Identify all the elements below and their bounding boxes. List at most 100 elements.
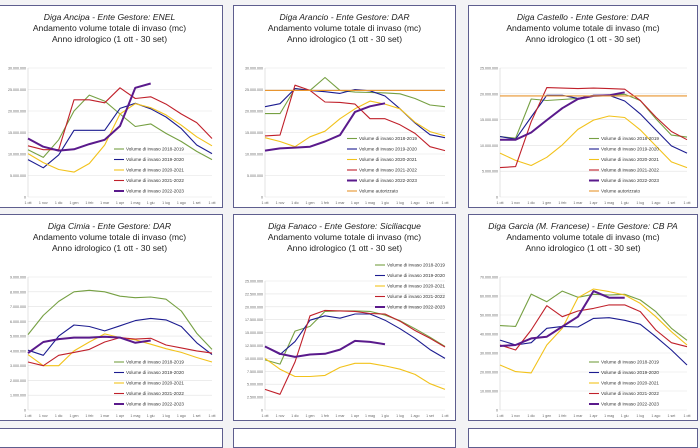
x-tick-label: 1 mag (130, 201, 140, 205)
x-tick-label: 1 set (426, 414, 434, 418)
y-tick-label: 2.500.000 (247, 396, 263, 400)
chart-title: Diga Ancipa - Ente Gestore: ENEL (43, 12, 176, 22)
y-tick-label: 25.000.000 (480, 67, 498, 71)
x-tick-label: 1 ott (442, 414, 449, 418)
x-tick-label: 1 nov (39, 414, 48, 418)
y-tick-label: 22.500.000 (245, 292, 263, 296)
y-tick-label: 4.000.000 (10, 349, 26, 353)
series-line (499, 87, 688, 169)
x-tick-label: 1 gen (306, 201, 315, 205)
x-tick-label: 1 dic (527, 201, 535, 205)
chart-titles: Diga Cimia - Ente Gestore: DAR Andamento… (0, 221, 222, 254)
legend-label: Volume di invaso 2021-2022 (601, 168, 659, 173)
x-tick-label: 1 mar (335, 201, 345, 205)
chart-titles: Diga Castello - Ente Gestore: DAR Andame… (469, 12, 697, 45)
x-tick-label: 1 dic (55, 201, 63, 205)
legend-label: Volume di invaso 2018-2019 (359, 136, 417, 141)
chart-panel-next-2 (233, 428, 456, 448)
series-line (27, 335, 151, 354)
chart-panel-cimia: Diga Cimia - Ente Gestore: DAR Andamento… (0, 214, 223, 421)
legend-label: Volume di invaso 2022-2023 (387, 305, 445, 310)
legend-label: Volume di invaso 2019-2020 (601, 147, 659, 152)
x-tick-label: 1 dic (291, 201, 299, 205)
x-tick-label: 1 feb (85, 201, 93, 205)
x-tick-label: 1 ott (497, 201, 504, 205)
y-tick-label: 30.000.000 (245, 67, 263, 71)
y-tick-label: 10.000.000 (245, 357, 263, 361)
legend-label: Volume di invaso 2022-2023 (601, 402, 659, 407)
x-tick-label: 1 set (193, 201, 201, 205)
x-tick-label: 1 dic (291, 414, 299, 418)
chart-subtitle: Andamento volume totale di invaso (mc) (267, 23, 422, 33)
chart-panel-castello: Diga Castello - Ente Gestore: DAR Andame… (468, 5, 698, 208)
legend-label: Volume di invaso 2019-2020 (126, 157, 184, 162)
legend-label: Volume di invaso 2022-2023 (601, 178, 659, 183)
y-tick-label: 25.000.000 (8, 88, 26, 92)
legend-label: Volume di invaso 2018-2019 (126, 360, 184, 365)
series-line (27, 82, 151, 152)
y-tick-label: 10.000.000 (480, 144, 498, 148)
series-line (27, 87, 213, 151)
x-tick-label: 1 mag (130, 414, 140, 418)
x-tick-label: 1 nov (276, 414, 285, 418)
y-tick-label: 5.000.000 (247, 383, 263, 387)
series-line (264, 84, 446, 152)
y-tick-label: 5.000.000 (10, 174, 26, 178)
x-tick-label: 1 lug (162, 414, 170, 418)
legend-label: Volume di invaso 2022-2023 (126, 402, 184, 407)
chart-panel-arancio: Diga Arancio - Ente Gestore: DAR Andamen… (233, 5, 456, 208)
chart-titles: Diga Ancipa - Ente Gestore: ENEL Andamen… (0, 12, 222, 45)
legend-label: Volume autorizzato (359, 189, 399, 194)
x-tick-label: 1 mar (100, 414, 110, 418)
chart-subtitle: Andamento volume totale di invaso (mc) (506, 23, 660, 33)
x-tick-label: 1 ott (442, 201, 449, 205)
legend-label: Volume di invaso 2020-2021 (601, 157, 659, 162)
legend-label: Volume di invaso 2018-2019 (387, 263, 445, 268)
chart-titles: Diga Fanaco - Ente Gestore: Siciliacque … (234, 221, 455, 254)
x-tick-label: 1 gen (542, 201, 551, 205)
series-line (499, 115, 688, 169)
y-tick-label: 1.000.000 (10, 394, 26, 398)
x-tick-label: 1 ago (177, 414, 186, 418)
x-tick-label: 1 nov (511, 414, 520, 418)
x-tick-label: 1 apr (589, 414, 598, 418)
y-tick-label: 70.000.000 (480, 276, 498, 280)
x-tick-label: 1 ott (497, 414, 504, 418)
chart-subtitle: Andamento volume totale di invaso (mc) (32, 23, 187, 33)
legend-label: Volume di invaso 2019-2020 (387, 273, 445, 278)
x-tick-label: 1 ago (177, 201, 186, 205)
y-tick-label: 20.000.000 (480, 92, 498, 96)
x-tick-label: 1 feb (321, 414, 329, 418)
series-line (499, 94, 688, 154)
chart-subtitle: Anno idrologico (1 ott - 30 set) (286, 243, 403, 253)
series-line (264, 313, 446, 359)
x-tick-label: 1 dic (55, 414, 63, 418)
x-tick-label: 1 ott (262, 201, 269, 205)
y-tick-label: 5.000.000 (10, 335, 26, 339)
y-tick-label: 15.000.000 (8, 131, 26, 135)
x-tick-label: 1 gen (542, 414, 551, 418)
x-tick-label: 1 giu (381, 201, 389, 205)
legend-label: Volume autorizzato (601, 189, 641, 194)
x-tick-label: 1 lug (162, 201, 170, 205)
y-tick-label: 7.000.000 (10, 305, 26, 309)
series-line (499, 288, 688, 374)
x-tick-label: 1 lug (636, 201, 644, 205)
x-tick-label: 1 lug (636, 414, 644, 418)
x-tick-label: 1 apr (589, 201, 598, 205)
y-tick-label: 20.000.000 (8, 110, 26, 114)
legend-label: Volume di invaso 2018-2019 (126, 147, 184, 152)
legend-label: Volume di invaso 2022-2023 (126, 189, 184, 194)
x-tick-label: 1 mar (335, 414, 345, 418)
x-tick-label: 1 giu (147, 414, 155, 418)
x-tick-label: 1 feb (558, 201, 566, 205)
x-tick-label: 1 set (193, 414, 201, 418)
line-chart-cimia: 0 1.000.000 2.000.000 3.000.000 4.000.000 5.0… (10, 276, 216, 419)
x-tick-label: 1 ott (262, 414, 269, 418)
legend-label: Volume di invaso 2019-2020 (359, 147, 417, 152)
x-tick-label: 1 feb (558, 414, 566, 418)
y-tick-label: 12.500.000 (245, 344, 263, 348)
x-tick-label: 1 feb (85, 414, 93, 418)
series-line (264, 357, 446, 390)
y-tick-label: 20.000.000 (480, 371, 498, 375)
